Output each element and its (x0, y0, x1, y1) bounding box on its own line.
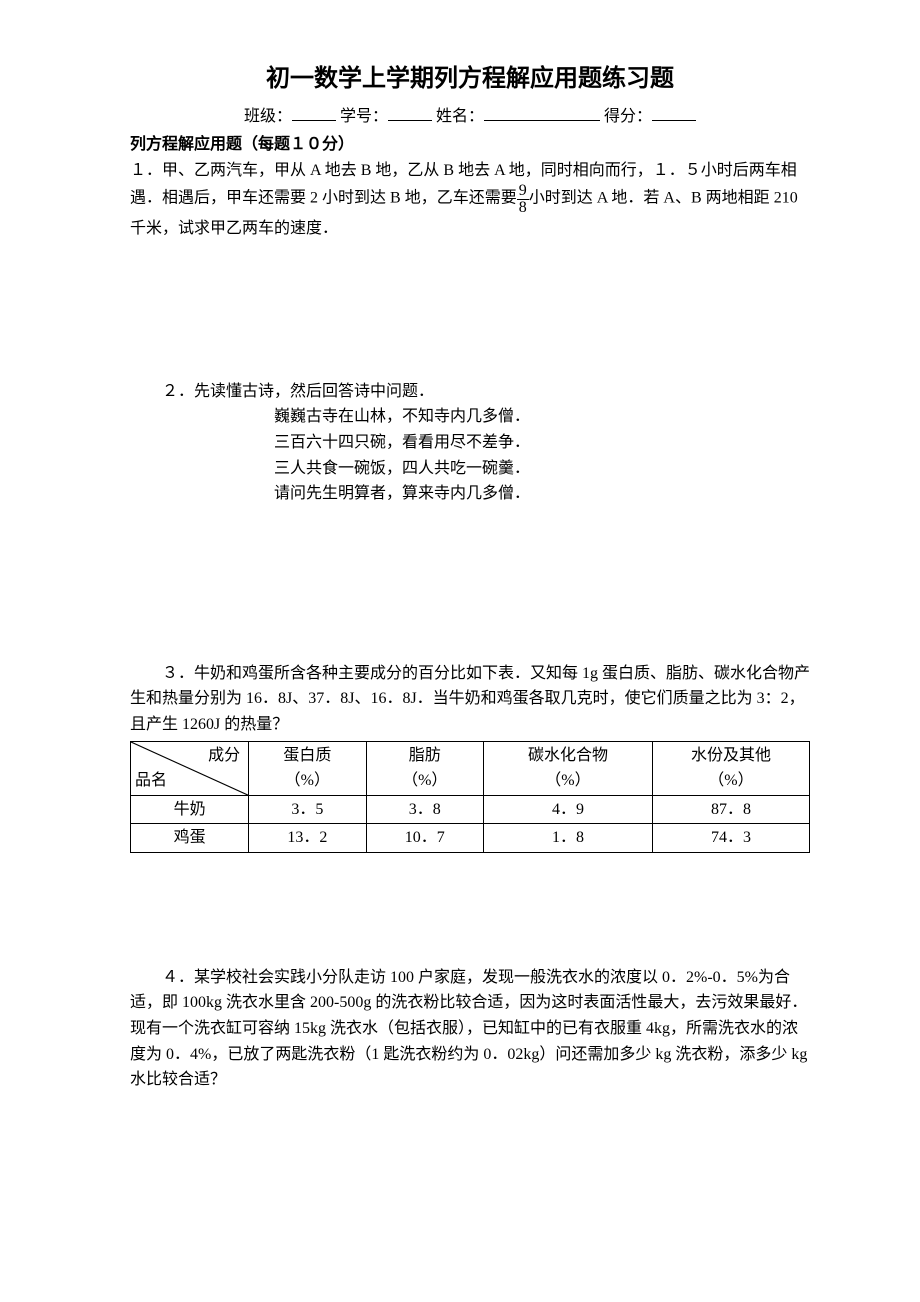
work-space-3 (130, 855, 810, 965)
class-blank[interactable] (292, 104, 336, 121)
p1-t9: 地．若 (611, 190, 663, 207)
p1-A3: A (597, 190, 612, 207)
col-protein: 蛋白质 （%） (249, 741, 366, 795)
diag-top: 成分 (208, 743, 240, 769)
p4-text: ４．某学校社会实践小分队走访 100 户家庭，发现一般洗衣水的浓度以 0．2%-… (130, 969, 807, 1088)
p1-t8: 小时到达 (529, 190, 597, 207)
p1-B4: B (691, 190, 706, 207)
nutrition-table: 成分 品名 蛋白质 （%） 脂肪 （%） 碳水化合物 （%） 水份及其他 （%） 牛奶 … (130, 741, 810, 853)
h3: 水份及其他 (691, 747, 771, 764)
work-space-1 (130, 244, 810, 379)
score-label: 得分： (604, 108, 652, 125)
problem-3: ３．牛奶和鸡蛋所含各种主要成分的百分比如下表．又知每 1g 蛋白质、脂肪、碳水化… (130, 661, 810, 853)
h2: 碳水化合物 (528, 747, 608, 764)
cell: 1．8 (483, 824, 652, 853)
frac-num: 9 (517, 183, 529, 200)
cell: 4．9 (483, 795, 652, 824)
h1: 脂肪 (409, 747, 441, 764)
p3-text: ３．牛奶和鸡蛋所含各种主要成分的百分比如下表．又知每 1g 蛋白质、脂肪、碳水化… (130, 661, 810, 738)
poem-line: 三人共食一碗饭，四人共吃一碗羹． (274, 456, 810, 482)
work-space-2 (130, 509, 810, 661)
cell: 3．5 (249, 795, 366, 824)
table-row: 鸡蛋 13．2 10．7 1．8 74．3 (131, 824, 810, 853)
problem-4: ４．某学校社会实践小分队走访 100 户家庭，发现一般洗衣水的浓度以 0．2%-… (130, 965, 810, 1093)
poem: 巍巍古寺在山林，不知寺内几多僧． 三百六十四只碗，看看用尽不差争． 三人共食一碗… (274, 404, 810, 506)
cell: 87．8 (652, 795, 809, 824)
class-label: 班级： (244, 108, 292, 125)
name-blank[interactable] (484, 104, 600, 121)
p1-B1: B (361, 162, 376, 179)
p1-A2: A (494, 162, 509, 179)
name-label: 姓名： (436, 108, 484, 125)
p1-text: １．甲、乙两汽车，甲从 (130, 162, 310, 179)
p1-t10: 、 (675, 190, 691, 207)
p2-head: ２．先读懂古诗，然后回答诗中问题． (130, 379, 810, 405)
col-carbs: 碳水化合物 （%） (483, 741, 652, 795)
h2s: （%） (545, 772, 590, 789)
student-no-blank[interactable] (388, 104, 432, 121)
col-fat: 脂肪 （%） (366, 741, 483, 795)
fraction-9-8: 98 (517, 183, 529, 216)
h0s: （%） (285, 772, 330, 789)
col-other: 水份及其他 （%） (652, 741, 809, 795)
frac-den: 8 (517, 200, 529, 216)
cell: 3．8 (366, 795, 483, 824)
diag-bottom: 品名 (135, 768, 167, 794)
h0: 蛋白质 (283, 747, 331, 764)
p1-t12: 千米，试求甲乙两车的速度． (130, 220, 338, 237)
cell: 10．7 (366, 824, 483, 853)
row-name: 牛奶 (131, 795, 249, 824)
score-blank[interactable] (652, 104, 696, 121)
section-heading: 列方程解应用题（每题１０分） (130, 132, 810, 158)
p3-head: ３．牛奶和鸡蛋所含各种主要成分的百分比如下表．又知每 1g 蛋白质、脂肪、碳水化… (130, 665, 810, 733)
p1-t11: 两地相距 (706, 190, 774, 207)
meta-line: 班级： 学号： 姓名： 得分： (130, 104, 810, 130)
h1s: （%） (402, 772, 447, 789)
p1-A4: A (663, 190, 675, 207)
table-row: 牛奶 3．5 3．8 4．9 87．8 (131, 795, 810, 824)
cell: 13．2 (249, 824, 366, 853)
problem-2: ２．先读懂古诗，然后回答诗中问题． 巍巍古寺在山林，不知寺内几多僧． 三百六十四… (130, 379, 810, 507)
p1-t4: 地去 (458, 162, 494, 179)
student-no-label: 学号： (340, 108, 388, 125)
p1-t3: 地，乙从 (375, 162, 443, 179)
p1-t6: 小时到达 (322, 190, 390, 207)
p1-n210: 210 (774, 190, 798, 207)
poem-line: 三百六十四只碗，看看用尽不差争． (274, 430, 810, 456)
h3s: （%） (708, 772, 753, 789)
p1-B2: B (443, 162, 458, 179)
page-title: 初一数学上学期列方程解应用题练习题 (130, 60, 810, 98)
row-name: 鸡蛋 (131, 824, 249, 853)
p1-B3: B (390, 190, 405, 207)
poem-line: 巍巍古寺在山林，不知寺内几多僧． (274, 404, 810, 430)
diag-header: 成分 品名 (131, 741, 249, 795)
p1-n2: 2 (310, 190, 322, 207)
p1-A1: A (310, 162, 325, 179)
cell: 74．3 (652, 824, 809, 853)
p1-t7: 地，乙车还需要 (405, 190, 517, 207)
p1-t2: 地去 (325, 162, 361, 179)
problem-1: １．甲、乙两汽车，甲从 A 地去 B 地，乙从 B 地去 A 地，同时相向而行，… (130, 158, 810, 242)
poem-line: 请问先生明算者，算来寺内几多僧． (274, 481, 810, 507)
table-header-row: 成分 品名 蛋白质 （%） 脂肪 （%） 碳水化合物 （%） 水份及其他 （%） (131, 741, 810, 795)
